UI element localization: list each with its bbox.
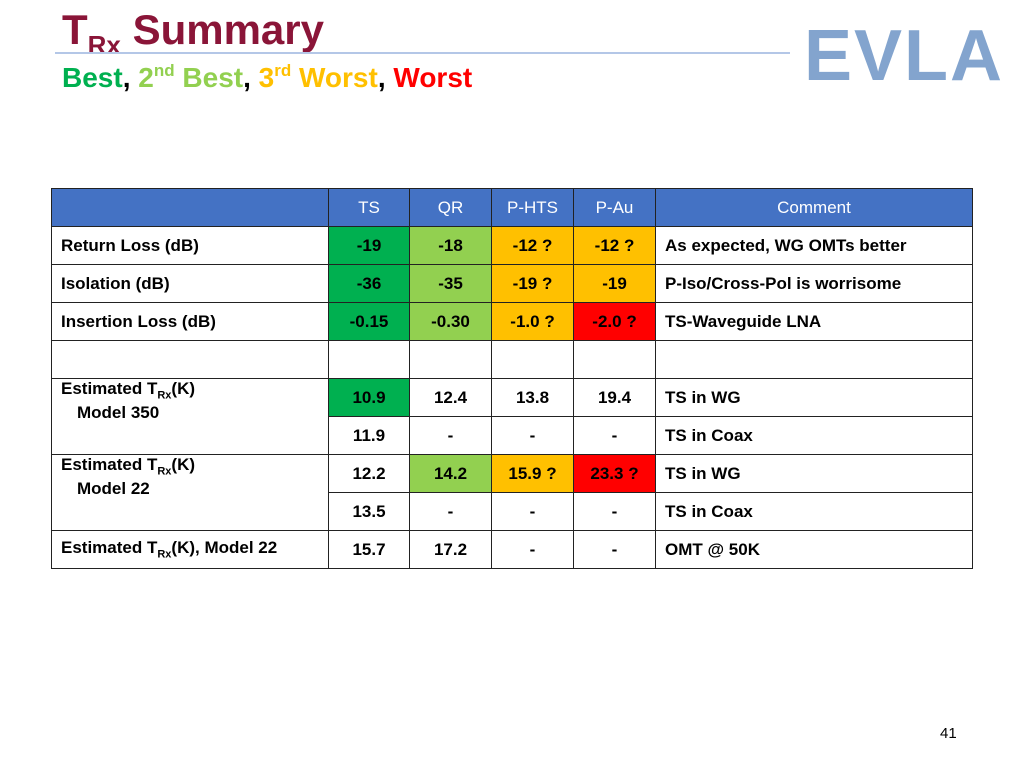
row-label-model22-omt: Estimated TRx(K), Model 22 bbox=[51, 530, 329, 569]
row-label-model350: Estimated TRx(K) Model 350 bbox=[51, 378, 329, 455]
header-phts: P-HTS bbox=[491, 188, 574, 227]
row-label-model22: Estimated TRx(K) Model 22 bbox=[51, 454, 329, 531]
cell-ts: -0.15 bbox=[328, 302, 410, 341]
empty-cell bbox=[573, 340, 656, 379]
header-qr: QR bbox=[409, 188, 492, 227]
cell-pau: -2.0 ? bbox=[573, 302, 656, 341]
cell-phts: -12 ? bbox=[491, 226, 574, 265]
cell-qr: - bbox=[409, 492, 492, 531]
title-divider bbox=[55, 52, 790, 54]
cell-comment: TS in Coax bbox=[655, 416, 973, 455]
title-rest: Summary bbox=[120, 6, 324, 53]
legend-sep: , bbox=[243, 62, 259, 93]
cell-pau: 19.4 bbox=[573, 378, 656, 417]
cell-ts: 12.2 bbox=[328, 454, 410, 493]
legend-sep: , bbox=[122, 62, 139, 93]
cell-ts: 15.7 bbox=[328, 530, 410, 569]
cell-pau: - bbox=[573, 416, 656, 455]
empty-cell bbox=[51, 340, 329, 379]
legend-worst: Worst bbox=[393, 62, 473, 93]
cell-comment: As expected, WG OMTs better bbox=[655, 226, 973, 265]
table-row-model350-wg: Estimated TRx(K) Model 350 10.9 12.4 13.8… bbox=[51, 378, 973, 455]
cell-phts: - bbox=[491, 492, 574, 531]
header-empty bbox=[51, 188, 329, 227]
table-row-model22-coax: 13.5 - - - TS in Coax bbox=[52, 492, 973, 531]
legend-best: Best bbox=[62, 62, 123, 93]
cell-ts: -19 bbox=[328, 226, 410, 265]
cell-pau: 23.3 ? bbox=[573, 454, 656, 493]
cell-comment: TS-Waveguide LNA bbox=[655, 302, 973, 341]
cell-comment: TS in WG bbox=[655, 454, 973, 493]
empty-cell bbox=[491, 340, 574, 379]
row-label: Insertion Loss (dB) bbox=[51, 302, 329, 341]
title-main: T bbox=[62, 6, 88, 53]
page-number: 41 bbox=[940, 725, 957, 742]
header-pau: P-Au bbox=[573, 188, 656, 227]
cell-phts: -1.0 ? bbox=[491, 302, 574, 341]
cell-phts: -19 ? bbox=[491, 264, 574, 303]
empty-cell bbox=[328, 340, 410, 379]
legend-third-worst: 3rd Worst bbox=[258, 61, 378, 93]
title-subscript: Rx bbox=[87, 30, 121, 60]
table-row-model350-coax: 11.9 - - - TS in Coax bbox=[52, 416, 973, 455]
header-ts: TS bbox=[328, 188, 410, 227]
cell-phts: 15.9 ? bbox=[491, 454, 574, 493]
evla-logo: EVLA bbox=[804, 16, 1005, 96]
cell-comment: OMT @ 50K bbox=[655, 530, 973, 569]
table-row-model22-omt: Estimated TRx(K), Model 22 15.7 17.2 - -… bbox=[51, 530, 973, 569]
cell-pau: - bbox=[573, 530, 656, 569]
cell-comment: TS in WG bbox=[655, 378, 973, 417]
empty-cell bbox=[409, 340, 492, 379]
summary-table: TS QR P-HTS P-Au Comment Return Loss (dB… bbox=[51, 188, 973, 569]
cell-pau: - bbox=[573, 492, 656, 531]
cell-qr: 12.4 bbox=[409, 378, 492, 417]
cell-ts: 13.5 bbox=[328, 492, 410, 531]
legend-second-best: 2nd Best bbox=[138, 61, 244, 93]
cell-qr: -0.30 bbox=[409, 302, 492, 341]
row-label: Return Loss (dB) bbox=[51, 226, 329, 265]
cell-qr: -18 bbox=[409, 226, 492, 265]
table-row-insertion-loss: Insertion Loss (dB) -0.15 -0.30 -1.0 ? -… bbox=[51, 302, 973, 341]
empty-cell bbox=[655, 340, 973, 379]
cell-phts: 13.8 bbox=[491, 378, 574, 417]
cell-phts: - bbox=[491, 416, 574, 455]
color-legend: Best, 2nd Best, 3rd Worst, Worst bbox=[62, 58, 472, 98]
table-row-isolation: Isolation (dB) -36 -35 -19 ? -19 P-Iso/C… bbox=[51, 264, 973, 303]
table-row-model22-wg: Estimated TRx(K) Model 22 12.2 14.2 15.9 … bbox=[51, 454, 973, 531]
slide-title: TRx Summary bbox=[62, 4, 324, 71]
table-row-return-loss: Return Loss (dB) -19 -18 -12 ? -12 ? As … bbox=[51, 226, 973, 265]
cell-phts: - bbox=[491, 530, 574, 569]
cell-qr: 17.2 bbox=[409, 530, 492, 569]
cell-qr: 14.2 bbox=[409, 454, 492, 493]
header-comment: Comment bbox=[655, 188, 973, 227]
table-row-empty bbox=[51, 340, 973, 379]
cell-qr: - bbox=[409, 416, 492, 455]
cell-qr: -35 bbox=[409, 264, 492, 303]
cell-ts: 10.9 bbox=[328, 378, 410, 417]
legend-sep: , bbox=[377, 62, 394, 93]
cell-ts: 11.9 bbox=[328, 416, 410, 455]
table-header-row: TS QR P-HTS P-Au Comment bbox=[51, 188, 973, 227]
cell-ts: -36 bbox=[328, 264, 410, 303]
cell-pau: -12 ? bbox=[573, 226, 656, 265]
row-label: Isolation (dB) bbox=[51, 264, 329, 303]
cell-pau: -19 bbox=[573, 264, 656, 303]
cell-comment: TS in Coax bbox=[655, 492, 973, 531]
cell-comment: P-Iso/Cross-Pol is worrisome bbox=[655, 264, 973, 303]
